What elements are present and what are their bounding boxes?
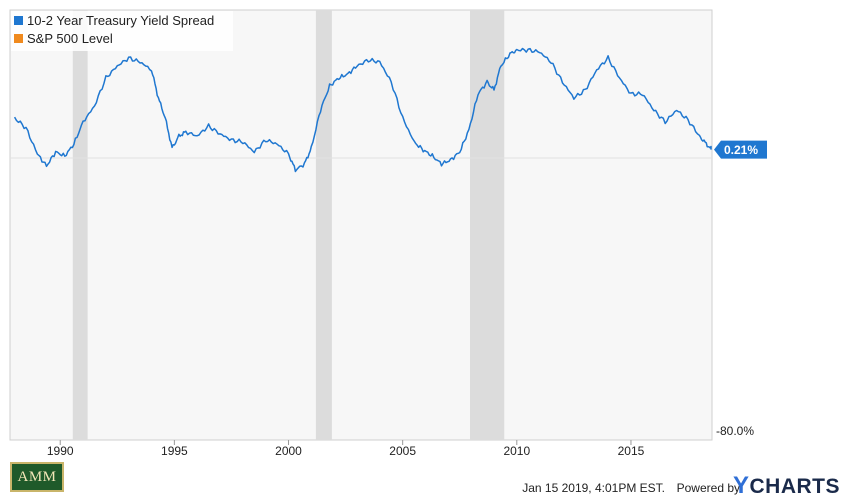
x-tick-label-1990: 1990 [47, 444, 74, 458]
legend-label-sp500[interactable]: S&P 500 Level [27, 31, 113, 46]
timestamp: Jan 15 2019, 4:01PM EST. [522, 481, 665, 495]
x-tick-label-2005: 2005 [389, 444, 416, 458]
legend-swatch-spread [14, 16, 23, 25]
end-label-bg-spread [714, 140, 767, 159]
end-value-labels: 0.21%2506.85 [714, 140, 767, 159]
end-label-spread: 0.21% [724, 143, 758, 157]
legend-swatch-sp500 [14, 34, 23, 43]
ycharts-logo-mark: Y [732, 472, 750, 499]
recession-band-2 [470, 10, 505, 440]
x-tick-label-1995: 1995 [161, 444, 188, 458]
powered-by-text: Powered by [676, 481, 740, 495]
amm-logo: AMM [10, 462, 64, 492]
legend: 10-2 Year Treasury Yield Spread S&P 500 … [11, 11, 233, 51]
y-axis-ticks: 200.00400.00600.00800.001000.002000.00-8… [716, 424, 754, 438]
x-tick-label-2000: 2000 [275, 444, 302, 458]
footer: AMM Jan 15 2019, 4:01PM EST. Powered by … [0, 462, 850, 501]
chart-svg: 1990 1995 2000 2005 2010 2015 200.00400.00600… [9, 9, 767, 458]
plot-background [9, 9, 713, 441]
legend-label-spread[interactable]: 10-2 Year Treasury Yield Spread [27, 13, 214, 28]
series-line-spread [13, 47, 712, 173]
x-tick-label-2010: 2010 [503, 444, 530, 458]
series-lines [13, 47, 712, 173]
recession-band-0 [72, 10, 88, 440]
recession-band-1 [315, 10, 332, 440]
y-tick-label-left-min: -80.0% [716, 424, 754, 438]
x-axis-ticks: 1990 1995 2000 2005 2010 2015 [47, 440, 645, 458]
ycharts-logo-text: CHARTS [749, 475, 840, 498]
x-tick-label-2015: 2015 [618, 444, 645, 458]
ycharts-logo[interactable]: YCHARTS [733, 472, 840, 500]
